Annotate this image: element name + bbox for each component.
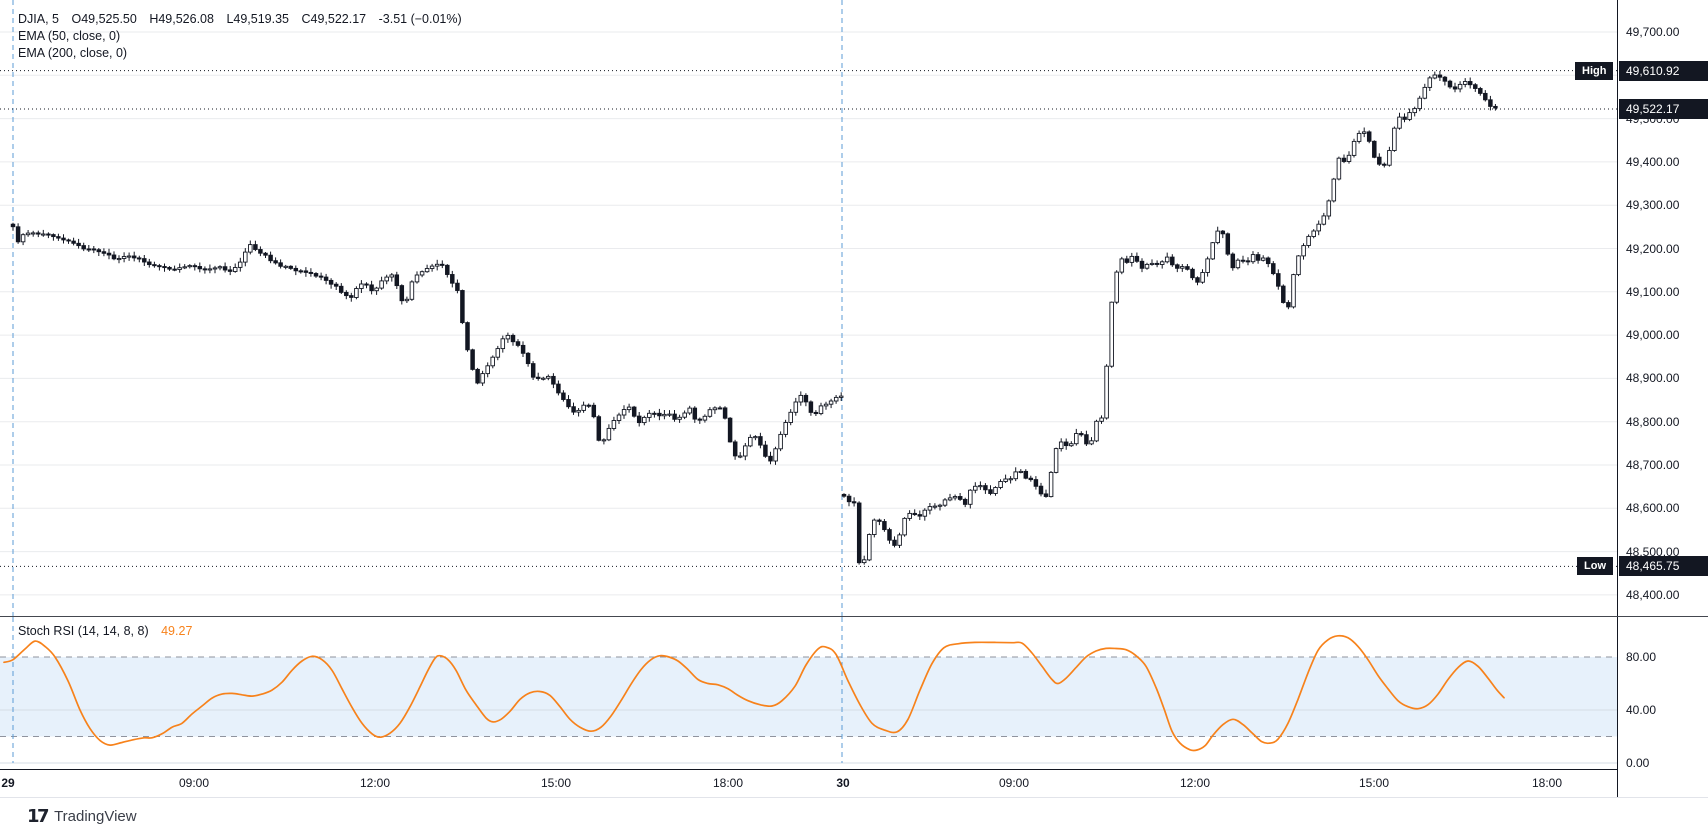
- time-axis-label: 12:00: [359, 776, 391, 790]
- price-axis-label: 49,100.00: [1626, 284, 1680, 299]
- price-axis-label: 48,800.00: [1626, 414, 1680, 429]
- price-axis-label: 48,600.00: [1626, 501, 1680, 516]
- time-axis-label: 12:00: [1179, 776, 1211, 790]
- price-badge: 49,522.17: [1619, 99, 1708, 119]
- stoch-rsi-pane[interactable]: [0, 617, 1617, 769]
- time-axis[interactable]: 29 09:00 12:00 15:00 18:00 30 09:00 12:00 15:00 1…: [0, 769, 1708, 797]
- price-axis-label: 49,300.00: [1626, 198, 1680, 213]
- high-marker-badge: High: [1575, 61, 1614, 80]
- price-axis-label: 49,200.00: [1626, 241, 1680, 256]
- symbol-interval-label[interactable]: DJIA, 5: [18, 12, 59, 26]
- time-axis-label: 15:00: [540, 776, 572, 790]
- price-axis[interactable]: 49,700.0049,500.0049,400.0049,300.0049,2…: [1617, 0, 1708, 797]
- ema50-label[interactable]: EMA (50, close, 0): [18, 29, 121, 43]
- main-legend: DJIA, 5 O49,525.50 H49,526.08 L49,519.35…: [18, 11, 471, 62]
- stoch-value: 49.27: [161, 624, 193, 638]
- main-price-pane[interactable]: [0, 0, 1617, 617]
- ohlc-low: L49,519.35: [226, 12, 289, 26]
- price-axis-label: 49,000.00: [1626, 328, 1680, 343]
- stoch-title[interactable]: Stoch RSI (14, 14, 8, 8): [18, 624, 149, 638]
- pane-separator[interactable]: [0, 616, 1708, 617]
- price-badge: 49,610.92: [1619, 60, 1708, 81]
- time-axis-label: 29: [1, 776, 15, 790]
- stoch-axis-label: 40.00: [1626, 703, 1657, 717]
- price-axis-label: 48,400.00: [1626, 587, 1680, 602]
- ema200-legend-row[interactable]: EMA (200, close, 0): [18, 45, 471, 62]
- change-value: -3.51 (−0.01%): [378, 12, 462, 26]
- price-axis-label: 49,700.00: [1626, 25, 1680, 39]
- symbol-legend-row[interactable]: DJIA, 5 O49,525.50 H49,526.08 L49,519.35…: [18, 11, 471, 28]
- tradingview-logo[interactable]: 17 TradingView: [27, 806, 137, 827]
- price-axis-label: 49,400.00: [1626, 154, 1680, 169]
- time-axis-label: 30: [836, 776, 850, 790]
- time-axis-label: 18:00: [1531, 776, 1563, 790]
- ema200-label[interactable]: EMA (200, close, 0): [18, 46, 128, 60]
- price-axis-label: 48,700.00: [1626, 458, 1680, 472]
- ohlc-high: H49,526.08: [149, 12, 214, 26]
- chart-bottom-edge: [0, 797, 1708, 798]
- time-axis-label: 09:00: [178, 776, 210, 790]
- price-axis-label: 48,500.00: [1626, 544, 1680, 559]
- stoch-axis-label: 0.00: [1626, 756, 1650, 770]
- ohlc-close: C49,522.17: [301, 12, 367, 26]
- ohlc-open: O49,525.50: [71, 12, 137, 26]
- stoch-axis-label: 80.00: [1626, 650, 1657, 664]
- ema50-legend-row[interactable]: EMA (50, close, 0): [18, 28, 471, 45]
- stoch-legend[interactable]: Stoch RSI (14, 14, 8, 8) 49.27: [18, 623, 201, 640]
- time-axis-label: 18:00: [712, 776, 744, 790]
- price-axis-label: 48,900.00: [1626, 371, 1680, 386]
- time-axis-label: 15:00: [1358, 776, 1390, 790]
- low-marker-badge: Low: [1577, 557, 1613, 576]
- time-axis-label: 09:00: [998, 776, 1030, 790]
- tradingview-logo-text: TradingView: [54, 808, 137, 825]
- price-badge: 48,465.75: [1619, 556, 1708, 577]
- tradingview-mark-icon: 17: [27, 806, 50, 827]
